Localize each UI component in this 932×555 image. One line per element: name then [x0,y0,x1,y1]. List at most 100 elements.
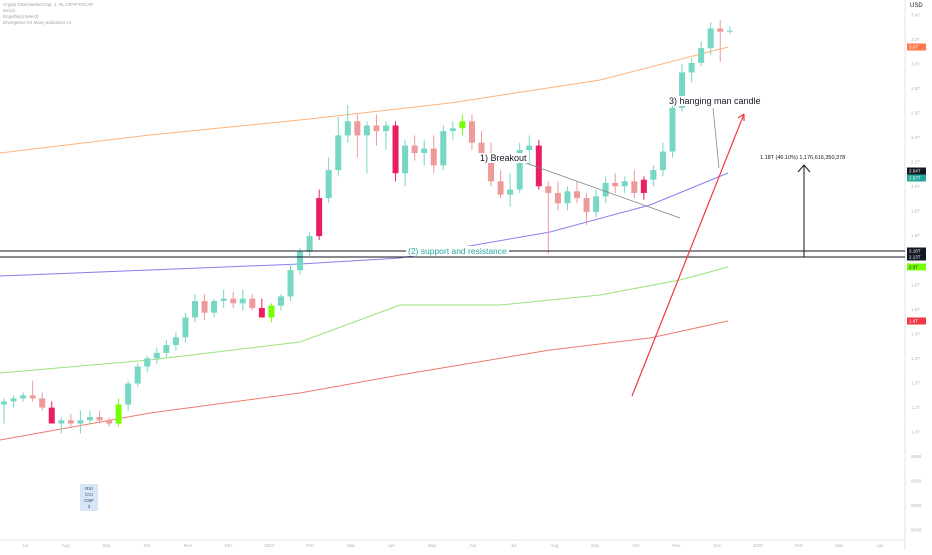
measure-label: 1.18T (46.10%) 1,176,616,350,378 [760,155,846,161]
candle-body [29,395,36,399]
price-tag-text: 2.18T [909,249,921,254]
y-tick-label: 3.0T [911,62,920,67]
y-tick-label: 1.9T [911,209,920,214]
candle-body [354,121,361,136]
candle-body [77,420,84,424]
candle-body [10,398,17,402]
candle-body [650,170,657,180]
candle-body [297,251,304,271]
x-tick-label: Dec [225,543,234,548]
candle-body [488,154,495,182]
y-tick-label: 1.3T [911,356,920,361]
x-tick-label: May [428,543,437,548]
y-tick-label: 1.8T [911,233,920,238]
trendline [631,113,745,397]
candle-body [593,196,600,213]
price-tag [907,247,926,255]
candle-body [125,383,132,405]
legend-title: Crypto Total Market Cap, 1, W, CRYPTOCAP [3,2,94,7]
candle-body [172,337,179,346]
candle-body [344,121,351,136]
x-tick-label: 2024 [264,543,275,548]
price-tag-text: 2.57T [909,176,921,181]
candle-body [402,145,409,174]
candle-body [58,420,65,424]
candle-body [726,30,733,32]
x-axis: Jul Aug Sep Oct Nov Dec 2024 Feb Mar Apr May Jun Jul… [22,543,884,548]
candle-body [277,296,284,306]
candle-body [220,298,227,302]
x-tick-label: Oct [632,543,640,548]
candle-body [163,345,170,353]
price-tag [907,167,926,175]
candle-body [306,236,313,252]
x-tick-label: Apr [388,543,396,548]
candle-body [564,191,571,204]
ma-purple-line [0,172,729,277]
price-tag-text: 2.64T [909,169,921,174]
y-tick-label: 3.4T [911,13,920,18]
grid [0,0,906,550]
candle-body [201,301,208,313]
candle-body [430,148,437,166]
candle-body [106,420,113,424]
candle-body [239,298,246,304]
breakout-annotation[interactable]: 1) Breakout [478,153,529,163]
candle-body [392,125,399,174]
y-tick-label: 1.6T [911,282,920,287]
price-tag [907,253,926,261]
x-tick-label: Feb [306,543,314,548]
x-tick-label: Feb [795,543,803,548]
y-tick-label: 1.5T [911,307,920,312]
ma-orange-line [0,46,729,154]
y-tick-label: 2.8T [911,86,920,91]
candle-body [478,142,485,155]
badge-count: 3 [87,504,91,509]
x-tick-label: Mar [347,543,355,548]
y-tick-label: 2.2T [911,160,920,165]
moving-averages [0,46,729,441]
candle-body [96,417,103,421]
badge-cci: CCI [85,492,93,497]
support-resistance-annotation[interactable]: (2) support and resistance [406,246,509,256]
currency-label: USD [910,3,923,9]
x-tick-label: Aug [62,543,71,548]
y-tick-label: 2.4T [911,135,920,140]
candle-body [497,181,504,195]
candle-body [554,192,561,204]
candle-body [669,107,676,152]
candle-body [440,131,447,166]
y-tick-label: 2.0T [911,184,920,189]
x-tick-label: Mar [835,543,843,548]
candle-body [640,179,647,193]
y-tick-label: 850B [911,503,922,508]
x-tick-label: Nov [184,543,193,548]
candles [1,20,733,434]
candle-body [679,72,686,108]
x-tick-label: Sep [591,543,600,548]
candle-body [249,298,256,308]
candle-body [230,298,237,304]
candle-body [316,198,323,237]
candle-body [526,145,533,151]
hanging-man-annotation[interactable]: 3) hanging man candle [667,96,763,106]
divergence-badge: RSI CCI CMF 3 [80,484,98,511]
trendline-arrow-head [737,113,745,121]
badge-cmf: CMF [84,498,94,503]
hanging-man-pointer [712,107,720,169]
candle-body [621,181,628,187]
ma-green-line [0,266,729,374]
x-tick-label: Jul [511,543,517,548]
price-tag [907,174,926,182]
candle-body [67,420,74,424]
candle-body [1,401,7,405]
candle-body [134,366,141,384]
price-tag-text: 1.6T [909,319,918,324]
breakout-pointer [522,161,681,219]
candle-body [39,398,46,408]
x-tick-label: Jul [22,543,28,548]
x-tick-label: Apr [876,543,884,548]
badge-rsi: RSI [85,486,93,491]
